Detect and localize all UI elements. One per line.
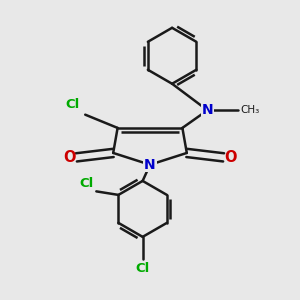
- Text: CH₃: CH₃: [241, 105, 260, 115]
- Text: N: N: [144, 158, 156, 172]
- Text: N: N: [202, 103, 213, 117]
- Text: Cl: Cl: [79, 177, 93, 190]
- Text: O: O: [225, 150, 237, 165]
- Text: Cl: Cl: [136, 262, 150, 275]
- Text: O: O: [63, 150, 75, 165]
- Text: Cl: Cl: [66, 98, 80, 111]
